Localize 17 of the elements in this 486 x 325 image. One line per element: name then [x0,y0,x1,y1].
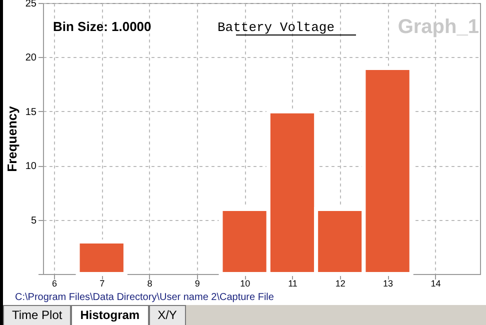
y-tick-label: 20 [25,52,37,64]
x-tick-label: 11 [288,278,298,288]
x-tick-label: 8 [147,278,152,288]
x-tick-label: 7 [100,278,105,288]
x-tick-label: 14 [430,278,441,288]
y-tick-label: 10 [25,161,37,172]
text: C:\Program Files\Data Directory\User name 2\Capture File [15,292,274,303]
x-tick-label: 12 [335,278,346,288]
annotation: Bin Size: 1.0000 [53,19,152,34]
x-tick-label: 10 [240,278,250,288]
y-tick-label: 15 [25,106,37,118]
x-tick-label: 9 [194,278,200,288]
text: Battery Voltage [217,20,335,35]
y-tick-label: 5 [30,215,37,226]
x-tick-label: 13 [383,278,394,288]
y-axis-title: Frequency [4,105,20,172]
x-tick-label: 6 [52,278,57,288]
